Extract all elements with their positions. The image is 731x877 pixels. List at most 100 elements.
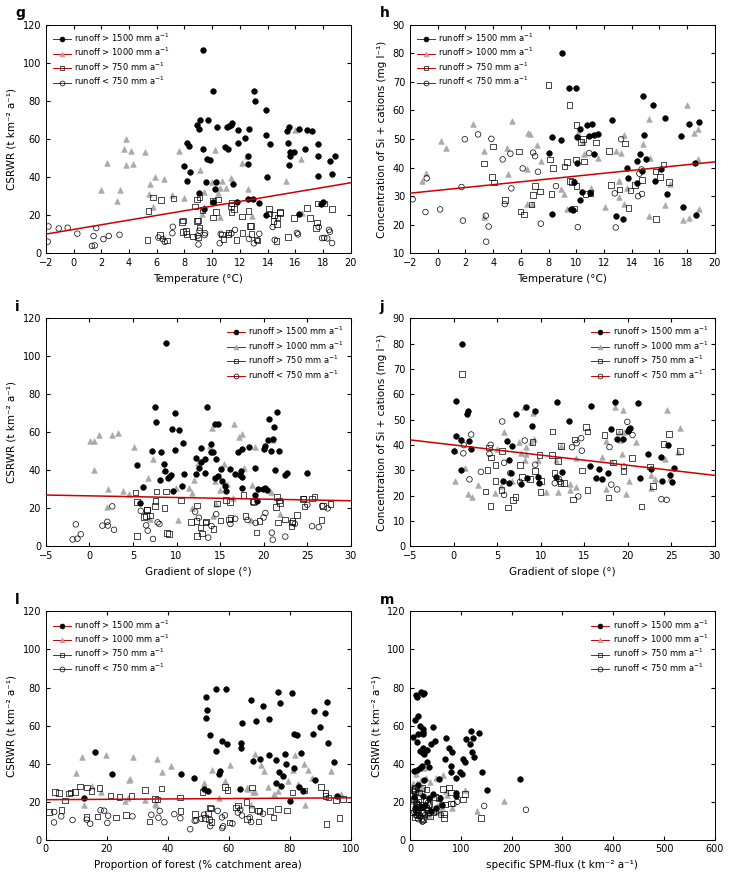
Point bbox=[450, 394, 461, 408]
Point bbox=[467, 731, 479, 745]
Point bbox=[420, 808, 431, 822]
Point bbox=[586, 399, 597, 413]
Point bbox=[70, 517, 82, 531]
Point bbox=[650, 211, 662, 225]
Point bbox=[415, 685, 427, 699]
Point bbox=[282, 137, 294, 151]
Point bbox=[174, 790, 186, 804]
Point bbox=[497, 153, 509, 167]
Point bbox=[450, 789, 462, 803]
Point bbox=[317, 499, 328, 513]
Point bbox=[412, 798, 423, 812]
Point bbox=[534, 184, 546, 198]
Point bbox=[140, 518, 152, 532]
Point bbox=[212, 804, 224, 818]
Point bbox=[167, 226, 178, 240]
Point bbox=[410, 796, 422, 810]
Point bbox=[192, 456, 204, 470]
Point bbox=[193, 122, 205, 136]
Point bbox=[148, 169, 160, 183]
Point bbox=[267, 532, 279, 546]
Point bbox=[532, 470, 544, 484]
Point bbox=[145, 808, 157, 822]
Point bbox=[111, 195, 123, 209]
Point bbox=[236, 470, 248, 484]
Point bbox=[413, 785, 425, 799]
Point bbox=[114, 789, 126, 803]
Point bbox=[609, 396, 621, 410]
Point bbox=[574, 192, 586, 206]
Point bbox=[239, 132, 251, 146]
Point bbox=[586, 182, 597, 196]
Point bbox=[250, 516, 262, 530]
Point bbox=[306, 124, 317, 138]
Point bbox=[459, 460, 471, 474]
Point bbox=[575, 123, 586, 137]
Point bbox=[204, 438, 216, 453]
Point bbox=[417, 746, 429, 760]
Point bbox=[618, 197, 630, 211]
Point bbox=[254, 514, 265, 528]
Point bbox=[413, 809, 425, 823]
Point bbox=[437, 782, 449, 796]
Point bbox=[506, 438, 518, 453]
Point bbox=[572, 156, 583, 170]
Point bbox=[246, 815, 257, 829]
Point bbox=[550, 179, 562, 193]
Point bbox=[283, 158, 295, 172]
Point bbox=[274, 496, 286, 510]
Point bbox=[293, 780, 305, 794]
Point bbox=[198, 202, 210, 216]
Point bbox=[53, 786, 65, 800]
Point bbox=[414, 787, 425, 801]
Point bbox=[170, 481, 182, 495]
Point bbox=[138, 510, 150, 524]
Point bbox=[618, 460, 630, 474]
Point bbox=[483, 440, 495, 454]
Point bbox=[417, 815, 428, 829]
Point bbox=[441, 141, 452, 155]
Point bbox=[422, 796, 433, 810]
Point bbox=[677, 201, 689, 215]
Point bbox=[621, 415, 633, 429]
Point bbox=[148, 200, 159, 214]
Point bbox=[225, 171, 237, 185]
Point bbox=[207, 195, 219, 209]
Point bbox=[152, 516, 164, 530]
Point bbox=[159, 816, 170, 830]
Point bbox=[434, 203, 446, 217]
Point bbox=[225, 199, 237, 213]
Point bbox=[268, 431, 279, 446]
Point bbox=[694, 202, 705, 216]
Point bbox=[475, 811, 487, 825]
Point bbox=[556, 439, 567, 453]
Point bbox=[264, 804, 276, 818]
Point bbox=[186, 502, 198, 516]
Point bbox=[102, 518, 114, 532]
Point bbox=[424, 809, 436, 824]
Point bbox=[311, 216, 322, 230]
Point bbox=[205, 519, 217, 533]
Point bbox=[247, 754, 259, 768]
Point bbox=[412, 806, 423, 820]
Point bbox=[193, 460, 205, 474]
Point bbox=[417, 812, 428, 826]
Point bbox=[201, 703, 213, 717]
Point bbox=[156, 781, 167, 795]
Point bbox=[578, 154, 590, 168]
X-axis label: Temperature (°C): Temperature (°C) bbox=[518, 274, 607, 283]
Point bbox=[667, 474, 678, 488]
Point bbox=[412, 778, 424, 792]
Point bbox=[422, 743, 433, 757]
Point bbox=[295, 746, 307, 760]
Point bbox=[615, 146, 626, 160]
Point bbox=[546, 207, 558, 221]
Point bbox=[337, 792, 349, 806]
Point bbox=[221, 119, 233, 133]
Point bbox=[148, 453, 159, 467]
Point bbox=[203, 812, 215, 826]
Point bbox=[572, 220, 583, 234]
Point bbox=[188, 474, 200, 488]
Point bbox=[107, 428, 118, 442]
Point bbox=[202, 400, 213, 414]
